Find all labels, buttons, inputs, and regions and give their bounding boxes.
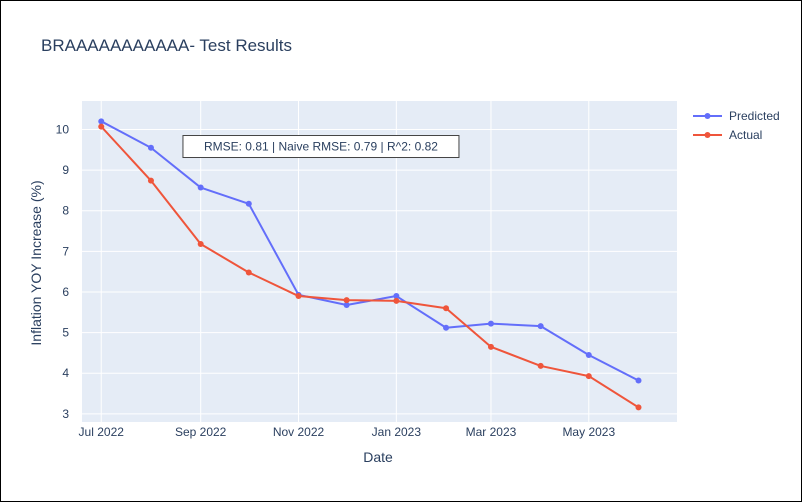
- y-tick-label: 5: [62, 326, 69, 340]
- y-tick-label: 7: [62, 244, 69, 258]
- actual-point[interactable]: [635, 404, 642, 411]
- actual-point[interactable]: [197, 241, 204, 248]
- legend-label: Actual: [729, 128, 762, 142]
- actual-point[interactable]: [245, 269, 252, 276]
- metrics-annotation: RMSE: 0.81 | Naive RMSE: 0.79 | R^2: 0.8…: [182, 135, 460, 159]
- predicted-point[interactable]: [393, 293, 400, 300]
- chart-title: BRAAAAAAAAAAA- Test Results: [41, 36, 292, 55]
- predicted-point[interactable]: [443, 324, 450, 331]
- legend[interactable]: Predicted Actual: [693, 109, 780, 142]
- actual-point[interactable]: [443, 305, 450, 312]
- predicted-point[interactable]: [197, 184, 204, 191]
- actual-point[interactable]: [585, 373, 592, 380]
- gridlines: [82, 101, 677, 422]
- x-axis-ticks: Jul 2022 Sep 2022 Nov 2022 Jan 2023 Mar 2023…: [79, 425, 616, 439]
- y-tick-label: 3: [62, 407, 69, 421]
- actual-point[interactable]: [147, 177, 154, 184]
- y-tick-label: 6: [62, 285, 69, 299]
- actual-point[interactable]: [98, 123, 105, 130]
- predicted-point[interactable]: [537, 323, 544, 330]
- y-axis-ticks: 3 4 5 6 7 8 9 10: [56, 122, 70, 420]
- actual-point[interactable]: [295, 293, 302, 300]
- x-tick-label: Mar 2023: [466, 425, 517, 439]
- x-axis-label: Date: [363, 449, 393, 465]
- x-tick-label: Nov 2022: [273, 425, 325, 439]
- actual-point[interactable]: [537, 362, 544, 369]
- actual-point[interactable]: [343, 297, 350, 304]
- legend-item-predicted[interactable]: Predicted: [693, 109, 780, 123]
- legend-marker: [704, 132, 711, 138]
- predicted-point[interactable]: [98, 118, 105, 125]
- legend-marker: [704, 113, 711, 119]
- predicted-point[interactable]: [343, 301, 350, 308]
- y-tick-label: 10: [56, 122, 70, 136]
- predicted-point[interactable]: [147, 144, 154, 151]
- x-tick-label: Jan 2023: [372, 425, 422, 439]
- actual-point[interactable]: [393, 297, 400, 304]
- annotation-box: [182, 135, 460, 159]
- series-actual: [98, 123, 642, 411]
- x-tick-label: Jul 2022: [79, 425, 125, 439]
- legend-label: Predicted: [729, 109, 780, 123]
- predicted-point[interactable]: [245, 200, 252, 207]
- y-axis-label: Inflation YOY Increase (%): [28, 180, 44, 345]
- predicted-point[interactable]: [585, 351, 592, 358]
- actual-point[interactable]: [487, 343, 494, 350]
- annotation-text: RMSE: 0.81 | Naive RMSE: 0.79 | R^2: 0.8…: [204, 140, 438, 154]
- x-tick-label: May 2023: [562, 425, 615, 439]
- y-tick-label: 8: [62, 204, 69, 218]
- actual-line: [100, 125, 640, 409]
- legend-item-actual[interactable]: Actual: [693, 128, 762, 142]
- series-lines: [98, 118, 642, 411]
- predicted-point[interactable]: [487, 320, 494, 327]
- predicted-point[interactable]: [635, 377, 642, 384]
- y-tick-label: 4: [62, 366, 69, 380]
- x-tick-label: Sep 2022: [175, 425, 227, 439]
- y-tick-label: 9: [62, 163, 69, 177]
